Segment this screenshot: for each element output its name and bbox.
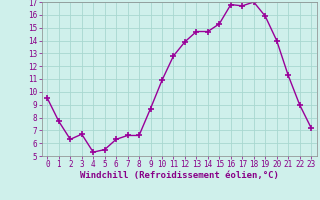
X-axis label: Windchill (Refroidissement éolien,°C): Windchill (Refroidissement éolien,°C) — [80, 171, 279, 180]
